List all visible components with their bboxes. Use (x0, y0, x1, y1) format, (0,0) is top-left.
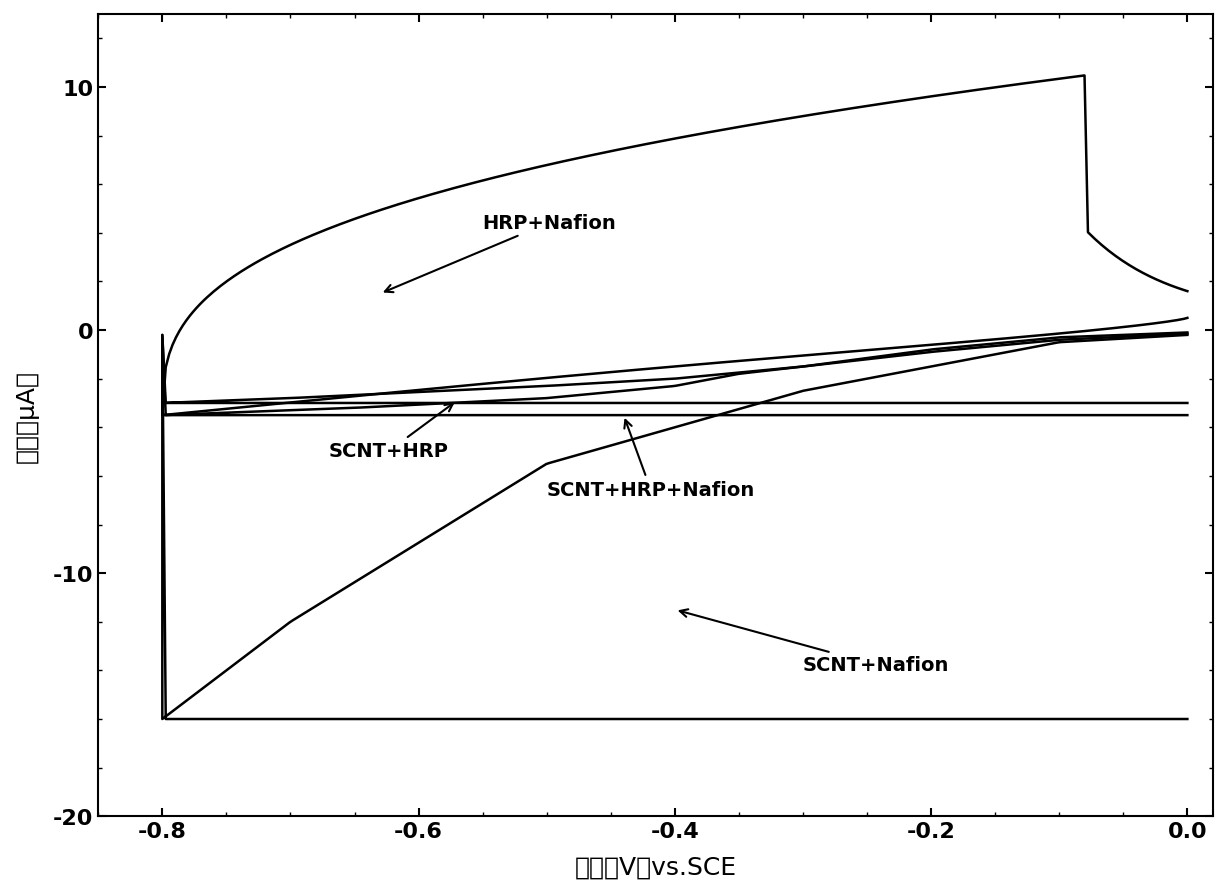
Text: SCNT+HRP+Nafion: SCNT+HRP+Nafion (546, 420, 755, 500)
Y-axis label: 电流（μA）: 电流（μA） (15, 369, 39, 462)
Text: SCNT+Nafion: SCNT+Nafion (680, 610, 949, 675)
X-axis label: 电压（V）vs.SCE: 电压（V）vs.SCE (575, 855, 737, 879)
Text: HRP+Nafion: HRP+Nafion (384, 214, 616, 293)
Text: SCNT+HRP: SCNT+HRP (329, 404, 453, 461)
